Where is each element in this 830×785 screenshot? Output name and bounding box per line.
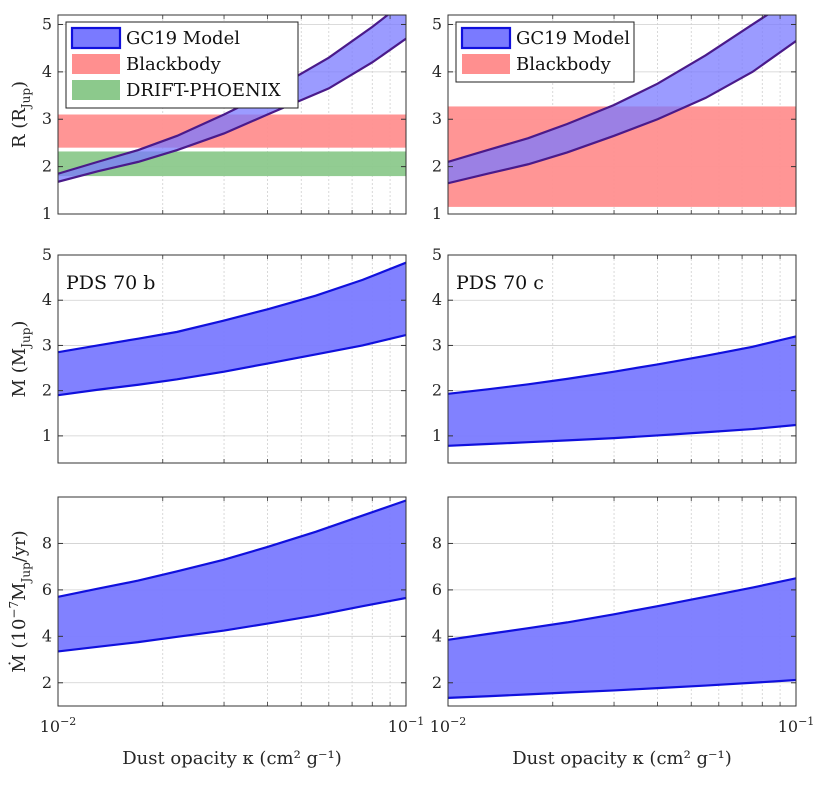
legend: GC19 Model Blackbody bbox=[455, 21, 635, 83]
x-axis-label: Dust opacity κ (cm² g⁻¹) bbox=[512, 748, 732, 769]
panel-M-c: 1 2 3 4 5 PDS 70 c bbox=[432, 245, 797, 464]
panel-R-b: 1 2 3 4 5 R (RJup) GC19 Model Blackbody DRIFT-PH… bbox=[9, 14, 407, 223]
y-tick-label: 3 bbox=[432, 335, 442, 354]
y-tick-label: 4 bbox=[432, 626, 442, 645]
x-tick-label: 10−2 bbox=[40, 715, 77, 736]
y-axis-label: M (MJup) bbox=[9, 321, 33, 398]
model-lower-line bbox=[448, 678, 796, 699]
y-tick-label: 1 bbox=[432, 204, 442, 223]
axes-box bbox=[57, 14, 407, 215]
legend-swatch bbox=[72, 54, 120, 74]
y-tick-label: 1 bbox=[42, 204, 52, 223]
y-tick-label: 1 bbox=[432, 426, 442, 445]
legend-swatch bbox=[462, 54, 510, 74]
legend-swatch bbox=[70, 26, 122, 50]
model-lower-line bbox=[58, 37, 406, 183]
y-tick-label: 4 bbox=[42, 62, 52, 81]
y-tick-label: 3 bbox=[42, 109, 52, 128]
axes-box bbox=[447, 496, 797, 707]
y-tick-label: 6 bbox=[42, 580, 52, 599]
panel-M-b: 1 2 3 4 5 M (MJup) PDS 70 b bbox=[9, 245, 407, 464]
y-tick-label: 3 bbox=[432, 109, 442, 128]
y-axis-label: R (RJup) bbox=[9, 81, 33, 148]
legend-label: GC19 Model bbox=[516, 28, 630, 49]
legend-label: Blackbody bbox=[126, 54, 222, 75]
x-axis-label: Dust opacity κ (cm² g⁻¹) bbox=[122, 748, 342, 769]
y-tick-label: 2 bbox=[42, 673, 52, 692]
model-upper-line bbox=[58, 261, 406, 354]
y-tick-label: 2 bbox=[42, 381, 52, 400]
y-tick-label: 2 bbox=[42, 157, 52, 176]
model-band bbox=[448, 15, 796, 184]
y-tick-label: 2 bbox=[432, 157, 442, 176]
model-lower-line bbox=[448, 40, 796, 185]
axes-box bbox=[447, 14, 797, 215]
model-lower-line bbox=[58, 333, 406, 397]
y-tick-label: 8 bbox=[42, 533, 52, 552]
x-tick-label: 10−1 bbox=[778, 715, 815, 736]
model-upper-line bbox=[58, 15, 390, 175]
y-tick-label: 4 bbox=[432, 62, 442, 81]
y-tick-label: 5 bbox=[432, 14, 442, 33]
y-tick-label: 4 bbox=[42, 626, 52, 645]
model-band bbox=[448, 336, 796, 446]
axes-box bbox=[57, 254, 407, 464]
y-tick-label: 2 bbox=[432, 381, 442, 400]
legend-swatch bbox=[72, 80, 120, 100]
y-tick-label: 5 bbox=[42, 245, 52, 264]
y-axis-label: Ṁ (10−7MJup/yr) bbox=[7, 530, 33, 672]
model-lower-line bbox=[58, 596, 406, 653]
y-tick-label: 3 bbox=[42, 335, 52, 354]
panel-Mdot-b: 2 4 6 8 10−2 10−1 Dust opacity κ (cm² g⁻¹) Ṁ (1… bbox=[7, 496, 425, 769]
y-tick-label: 4 bbox=[432, 290, 442, 309]
legend-swatch bbox=[460, 26, 512, 50]
panel-label: PDS 70 b bbox=[66, 272, 155, 294]
panel-Mdot-c: 2 4 6 8 10−2 10−1 Dust opacity κ (cm² g⁻¹) bbox=[430, 496, 815, 769]
y-tick-label: 2 bbox=[432, 673, 442, 692]
model-upper-line bbox=[58, 499, 406, 598]
y-tick-label: 8 bbox=[432, 533, 442, 552]
legend-label: GC19 Model bbox=[126, 28, 240, 49]
legend: GC19 Model Blackbody DRIFT-PHOENIX bbox=[65, 21, 299, 109]
legend-label: DRIFT-PHOENIX bbox=[126, 80, 281, 101]
y-tick-label: 5 bbox=[432, 245, 442, 264]
y-tick-label: 5 bbox=[42, 14, 52, 33]
model-lower-line bbox=[448, 423, 796, 447]
y-tick-label: 1 bbox=[42, 426, 52, 445]
model-upper-line bbox=[448, 577, 796, 641]
model-upper-line bbox=[448, 15, 770, 163]
legend-label: Blackbody bbox=[516, 54, 612, 75]
y-tick-label: 6 bbox=[432, 580, 442, 599]
model-band bbox=[58, 15, 406, 182]
panel-label: PDS 70 c bbox=[456, 272, 544, 294]
model-band bbox=[448, 578, 796, 698]
model-upper-line bbox=[448, 335, 796, 395]
x-tick-label: 10−2 bbox=[430, 715, 467, 736]
x-tick-label: 10−1 bbox=[388, 715, 425, 736]
axes-box bbox=[447, 254, 797, 464]
axes-box bbox=[57, 496, 407, 707]
panel-R-c: 1 2 3 4 5 GC19 Model Blackbody bbox=[432, 14, 797, 223]
model-band bbox=[58, 262, 406, 396]
y-tick-label: 4 bbox=[42, 290, 52, 309]
